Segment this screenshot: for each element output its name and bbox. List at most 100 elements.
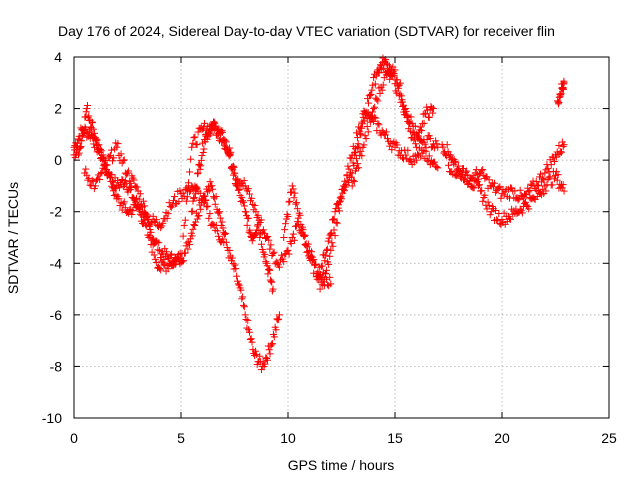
interpolated-point (136, 190, 144, 198)
y-tick-label: -8 (50, 358, 63, 374)
interpolated-point (206, 178, 214, 186)
chart-title: Day 176 of 2024, Sidereal Day-to-day VTE… (58, 23, 555, 39)
interpolated-point (333, 219, 341, 227)
grid (74, 57, 609, 418)
interpolated-point (125, 167, 133, 175)
interpolated-point (265, 346, 273, 354)
interpolated-point (364, 99, 372, 107)
interpolated-point (479, 166, 487, 174)
interpolated-point (264, 232, 272, 240)
interpolated-point (195, 212, 203, 220)
data-point (89, 125, 97, 133)
interpolated-point (326, 273, 334, 281)
interpolated-point (308, 257, 316, 265)
interpolated-point (553, 176, 561, 184)
interpolated-point (375, 69, 383, 77)
interpolated-point (119, 157, 127, 165)
interpolated-point (287, 188, 295, 196)
interpolated-point (210, 194, 218, 202)
interpolated-point (201, 119, 209, 127)
interpolated-point (203, 203, 211, 211)
interpolated-point (158, 257, 166, 265)
interpolated-point (126, 206, 134, 214)
interpolated-point (196, 165, 204, 173)
data-point (273, 259, 281, 267)
data-point (241, 311, 249, 319)
interpolated-point (121, 204, 129, 212)
interpolated-point (78, 137, 86, 145)
interpolated-point (278, 251, 286, 259)
interpolated-point (422, 147, 430, 155)
data-point (445, 161, 452, 169)
interpolated-point (323, 245, 331, 253)
interpolated-point (98, 169, 106, 177)
interpolated-point (318, 281, 326, 289)
interpolated-point (143, 222, 151, 230)
data-point (156, 264, 164, 272)
interpolated-point (412, 140, 420, 148)
interpolated-point (179, 232, 187, 240)
interpolated-point (97, 145, 105, 153)
interpolated-point (361, 132, 369, 140)
interpolated-point (199, 192, 207, 200)
interpolated-point (206, 210, 214, 218)
interpolated-point (251, 347, 259, 355)
x-axis-label: GPS time / hours (288, 457, 395, 473)
interpolated-point (300, 232, 308, 240)
interpolated-point (89, 177, 97, 185)
interpolated-point (405, 118, 413, 126)
interpolated-point (83, 101, 91, 109)
interpolated-point (237, 286, 245, 294)
interpolated-point (86, 181, 94, 189)
interpolated-point (212, 221, 220, 229)
interpolated-point (85, 112, 93, 120)
interpolated-point (356, 127, 364, 135)
interpolated-point (270, 248, 278, 256)
interpolated-point (127, 179, 135, 187)
interpolated-point (368, 86, 376, 94)
interpolated-point (418, 137, 426, 145)
interpolated-point (193, 141, 201, 149)
data-point (412, 143, 420, 151)
interpolated-point (500, 191, 508, 199)
interpolated-point (335, 207, 343, 215)
interpolated-point (330, 226, 338, 234)
interpolated-point (82, 108, 90, 116)
x-tick-label: 20 (494, 430, 510, 446)
interpolated-point (548, 181, 556, 189)
interpolated-point (263, 355, 271, 363)
interpolated-point (547, 161, 555, 169)
interpolated-point (443, 141, 451, 149)
interpolated-point (396, 90, 404, 98)
interpolated-point (533, 181, 541, 189)
interpolated-point (254, 211, 262, 219)
interpolated-point (272, 326, 280, 334)
interpolated-point (526, 186, 534, 194)
interpolated-point (107, 146, 115, 154)
interpolated-point (99, 164, 107, 172)
data-point (365, 92, 373, 100)
interpolated-point (180, 192, 188, 200)
interpolated-point (186, 188, 194, 196)
interpolated-point (350, 178, 358, 186)
interpolated-point (369, 108, 377, 116)
interpolated-point (214, 232, 222, 240)
data-point (188, 143, 196, 151)
interpolated-point (285, 198, 293, 206)
y-tick-label: -10 (42, 410, 62, 426)
interpolated-point (358, 118, 366, 126)
x-tick-label: 15 (387, 430, 403, 446)
interpolated-point (161, 245, 169, 253)
interpolated-point (318, 262, 326, 270)
interpolated-point (329, 242, 337, 250)
interpolated-point (289, 185, 297, 193)
interpolated-point (501, 187, 509, 195)
interpolated-point (299, 232, 307, 240)
interpolated-point (345, 165, 353, 173)
interpolated-point (322, 251, 330, 259)
interpolated-point (240, 303, 248, 311)
interpolated-point (343, 172, 351, 180)
interpolated-point (290, 236, 298, 244)
interpolated-point (103, 161, 111, 169)
interpolated-point (428, 104, 436, 112)
